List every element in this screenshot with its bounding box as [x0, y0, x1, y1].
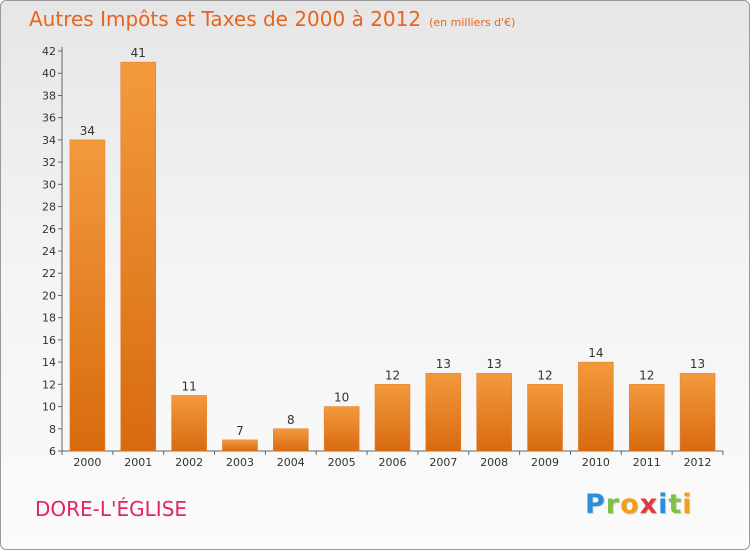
x-tick-label: 2011: [633, 456, 661, 469]
y-tick-label: 10: [42, 401, 56, 414]
bar: [323, 406, 360, 452]
proxiti-logo: Proxiti: [585, 489, 693, 520]
x-tick-label: 2007: [429, 456, 457, 469]
y-tick-label: 28: [42, 201, 56, 214]
chart-title-block: Autres Impôts et Taxes de 2000 à 2012 (en…: [29, 7, 515, 31]
logo-letter: P: [585, 489, 606, 520]
y-tick-label: 16: [42, 334, 56, 347]
x-tick-label: 2000: [73, 456, 101, 469]
y-tick-label: 6: [49, 445, 56, 458]
bar-value-label: 10: [334, 391, 349, 405]
y-tick-label: 18: [42, 312, 56, 325]
y-tick-label: 42: [42, 45, 56, 58]
x-tick-label: 2001: [124, 456, 152, 469]
bar-value-label: 13: [436, 357, 451, 371]
y-tick-label: 20: [42, 289, 56, 302]
x-tick-label: 2005: [328, 456, 356, 469]
logo-letter: t: [668, 489, 683, 520]
chart-title: Autres Impôts et Taxes de 2000 à 2012: [29, 7, 422, 31]
logo-letter: r: [605, 489, 621, 520]
bar-value-label: 11: [181, 379, 196, 393]
bar: [527, 384, 563, 452]
y-tick-label: 22: [42, 267, 56, 280]
town-name: DORE-L'ÉGLISE: [35, 497, 188, 521]
x-tick-label: 2012: [684, 456, 712, 469]
x-tick-label: 2003: [226, 456, 254, 469]
x-tick-label: 2004: [277, 456, 305, 469]
y-tick-label: 14: [42, 356, 56, 369]
chart-subtitle: (en milliers d'€): [429, 16, 516, 29]
bar: [273, 428, 309, 452]
logo-letter: x: [639, 489, 659, 520]
bar: [679, 372, 716, 452]
bar-value-label: 12: [639, 368, 654, 382]
y-tick-label: 30: [42, 178, 56, 191]
bar: [476, 372, 512, 452]
y-tick-label: 34: [42, 134, 56, 147]
y-tick-label: 36: [42, 112, 56, 125]
bar-value-label: 12: [537, 368, 552, 382]
y-tick-label: 12: [42, 378, 56, 391]
y-tick-label: 40: [42, 67, 56, 80]
bar: [171, 395, 207, 452]
bar-value-label: 12: [385, 368, 400, 382]
bar-value-label: 41: [131, 46, 146, 60]
bar: [222, 439, 258, 452]
y-tick-label: 38: [42, 89, 56, 102]
bar: [578, 361, 614, 452]
logo-letter: o: [620, 489, 640, 520]
y-tick-label: 24: [42, 245, 56, 258]
bar-value-label: 14: [588, 346, 603, 360]
logo-letter: i: [658, 489, 669, 520]
bar-value-label: 34: [80, 124, 95, 138]
bar: [425, 372, 462, 452]
logo-letter: i: [682, 489, 693, 520]
x-tick-label: 2002: [175, 456, 203, 469]
x-tick-label: 2010: [582, 456, 610, 469]
y-tick-label: 8: [49, 423, 56, 436]
bar: [120, 61, 157, 452]
x-tick-label: 2006: [379, 456, 407, 469]
bar-value-label: 7: [236, 424, 244, 438]
x-tick-label: 2009: [531, 456, 559, 469]
bar: [69, 139, 106, 452]
x-tick-label: 2008: [480, 456, 508, 469]
y-tick-label: 26: [42, 223, 56, 236]
bar: [374, 384, 411, 452]
y-tick-label: 32: [42, 156, 56, 169]
bar: [628, 384, 665, 452]
bar-value-label: 13: [690, 357, 705, 371]
bar-value-label: 13: [487, 357, 502, 371]
bar-value-label: 8: [287, 413, 295, 427]
